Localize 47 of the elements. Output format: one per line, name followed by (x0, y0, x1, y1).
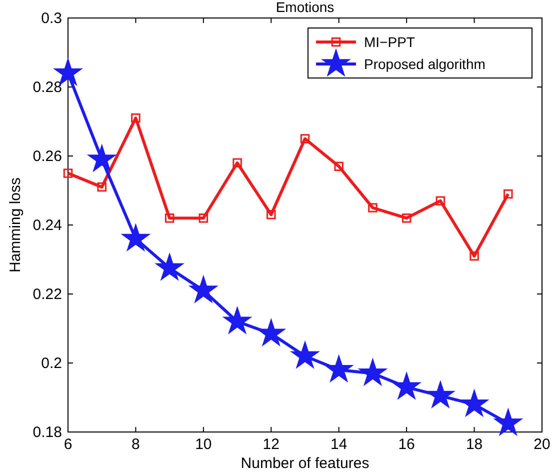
legend-label: MI−PPT (364, 34, 416, 50)
y-tick-label: 0.28 (32, 79, 62, 96)
point (504, 189, 513, 199)
x-tick-label: 20 (534, 436, 550, 453)
y-tick-label: 0.22 (32, 286, 62, 303)
point (190, 276, 217, 302)
x-tick-label: 18 (466, 436, 483, 453)
point (63, 168, 73, 178)
x-tick-label: 10 (195, 436, 212, 453)
point (325, 356, 352, 382)
y-tick-label: 0.18 (32, 424, 62, 441)
point (164, 213, 174, 223)
point (292, 342, 318, 368)
point (334, 162, 344, 171)
point (402, 213, 412, 223)
x-tick-label: 6 (64, 436, 72, 453)
point (224, 308, 251, 334)
point (232, 158, 242, 168)
point (131, 113, 140, 123)
y-tick-label: 0.26 (32, 148, 62, 165)
y-axis-title: Hamming loss (7, 177, 24, 273)
x-axis-title: Number of features (240, 455, 370, 472)
point (258, 320, 285, 346)
point (460, 390, 488, 416)
point (156, 254, 184, 280)
y-tick-label: 0.3 (41, 10, 62, 27)
point (426, 382, 454, 408)
legend-label: Proposed algorithm (364, 56, 486, 72)
point (494, 409, 522, 435)
point (436, 196, 446, 206)
point (393, 373, 420, 399)
point (300, 134, 310, 144)
x-tick-label: 12 (262, 436, 280, 453)
y-tick-label: 0.24 (32, 217, 62, 234)
x-tick-label: 16 (398, 436, 415, 453)
point (368, 203, 378, 212)
x-tick-label: 14 (330, 436, 348, 453)
point (266, 210, 276, 220)
point (88, 145, 116, 171)
x-tick-label: 8 (132, 436, 140, 453)
point (97, 182, 106, 192)
point (359, 359, 386, 385)
chart-title: Emotions (276, 0, 334, 15)
point (470, 251, 479, 261)
point (122, 224, 150, 250)
point (198, 213, 208, 223)
y-tick-label: 0.2 (41, 355, 62, 372)
